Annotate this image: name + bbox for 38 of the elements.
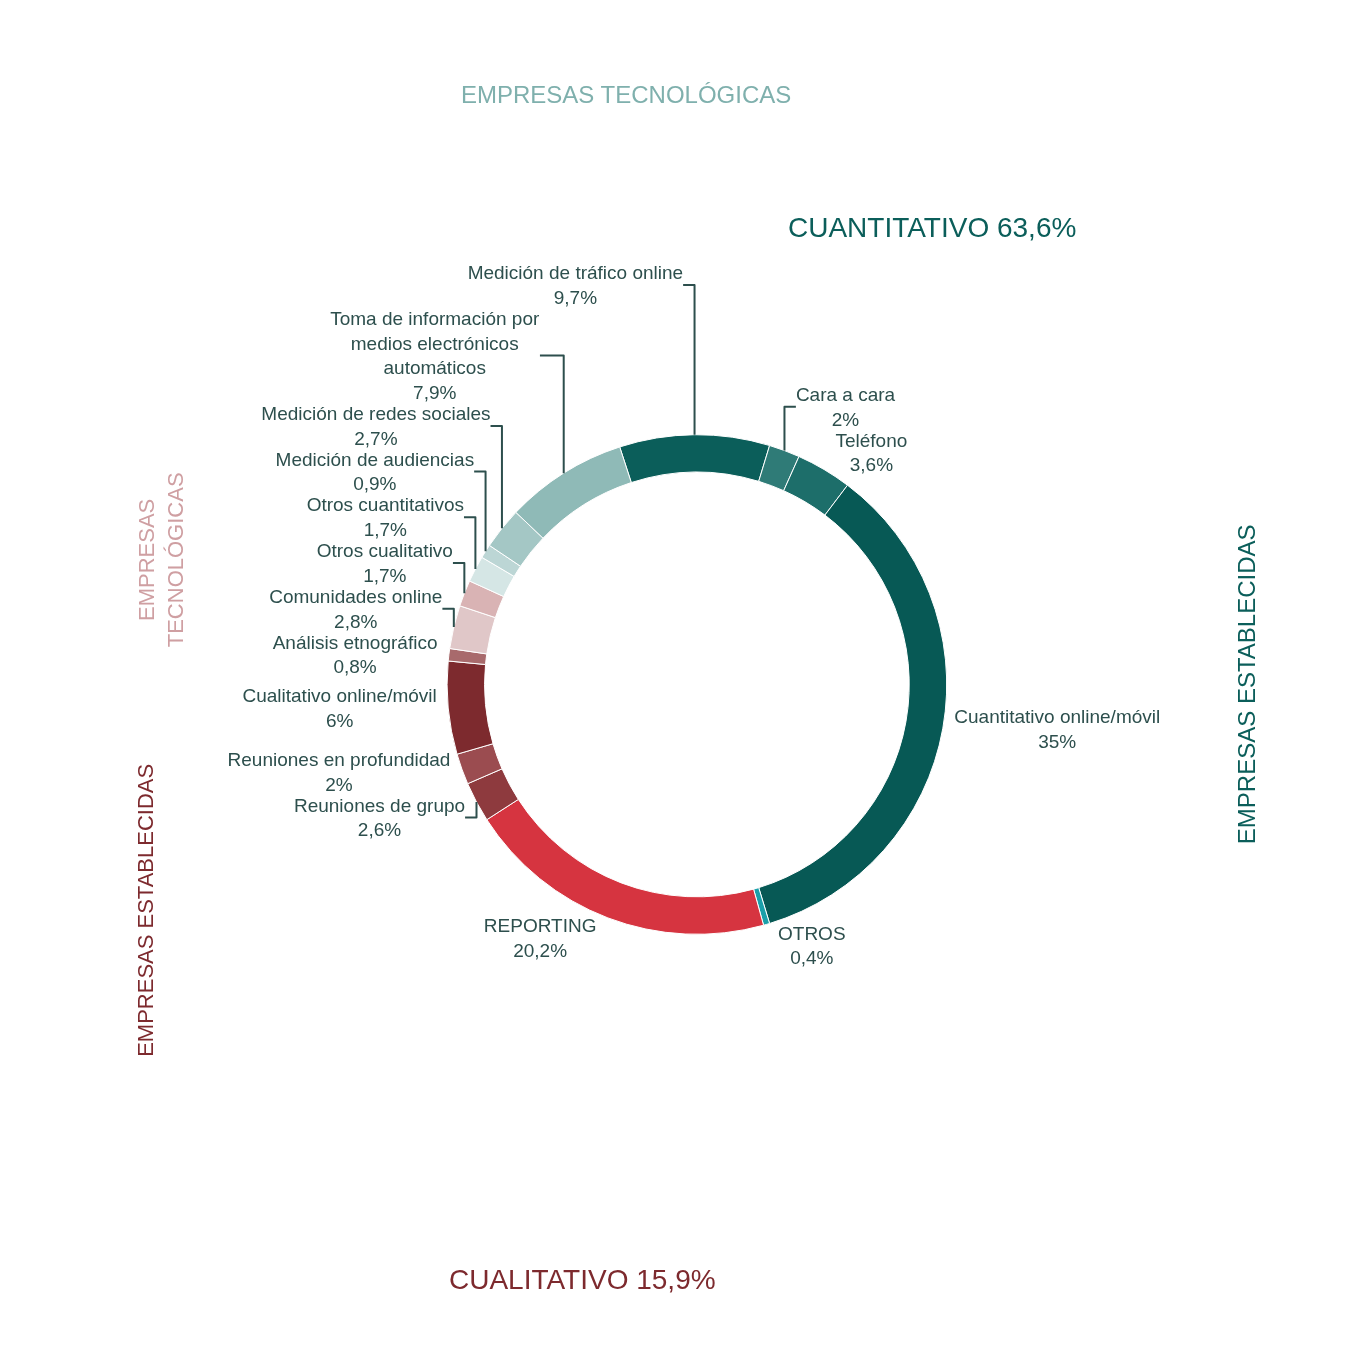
data-label: 2,8% <box>334 610 378 632</box>
data-label: 35% <box>1038 730 1077 752</box>
data-label: 1,7% <box>363 564 407 586</box>
slice-label: Toma de información por medios electrónicos automáticos <box>330 307 540 379</box>
text: CUALITATIVO 15,9% <box>449 1264 716 1295</box>
text: EMPRESAS TECNOLÓGICAS <box>461 81 792 108</box>
slice-label: OTROS <box>778 922 846 944</box>
slice-label: Cuantitativo online/móvil <box>954 706 1161 728</box>
data-label: 2,6% <box>357 819 402 841</box>
data-label: 2,7% <box>354 427 398 449</box>
slice-label: Teléfono <box>835 429 908 451</box>
slice-label: Medición de audiencias <box>275 448 475 470</box>
slice-label: Cualitativo online/móvil <box>242 685 437 707</box>
text: CUANTITATIVO 63,6% <box>788 212 1077 243</box>
text: EMPRESAS ESTABLECIDAS <box>1233 524 1261 845</box>
data-label: 2% <box>325 773 353 795</box>
data-label: 3,6% <box>849 454 894 476</box>
data-label: 0,9% <box>353 473 397 495</box>
data-label: 2% <box>831 408 860 430</box>
slice-label: Cara a cara <box>795 384 896 406</box>
slice-label: Comunidades online <box>269 585 443 607</box>
data-label: 7,9% <box>413 382 457 404</box>
data-label: 6% <box>325 710 354 732</box>
slice-label: REPORTING <box>483 914 597 936</box>
data-label: 0,4% <box>790 947 834 969</box>
text: EMPRESAS ESTABLECIDAS <box>133 763 159 1057</box>
text: EMPRESAS TECNOLÓGICAS <box>134 472 188 648</box>
slice-label: Reuniones de grupo <box>293 794 466 816</box>
slice-label: Medición de tráfico online <box>467 262 684 284</box>
slice-label: Medición de redes sociales <box>261 403 491 425</box>
slice-label: Análisis etnográfico <box>272 631 438 653</box>
data-label: 20,2% <box>513 939 568 961</box>
data-label: 0,8% <box>333 656 377 678</box>
slice-label: Reuniones en profundidad <box>227 748 451 770</box>
data-label: 9,7% <box>553 286 598 308</box>
data-label: 1,7% <box>363 519 408 541</box>
slice-label: Otros cualitativo <box>316 540 453 562</box>
slice-label: Otros cuantitativos <box>306 494 464 516</box>
